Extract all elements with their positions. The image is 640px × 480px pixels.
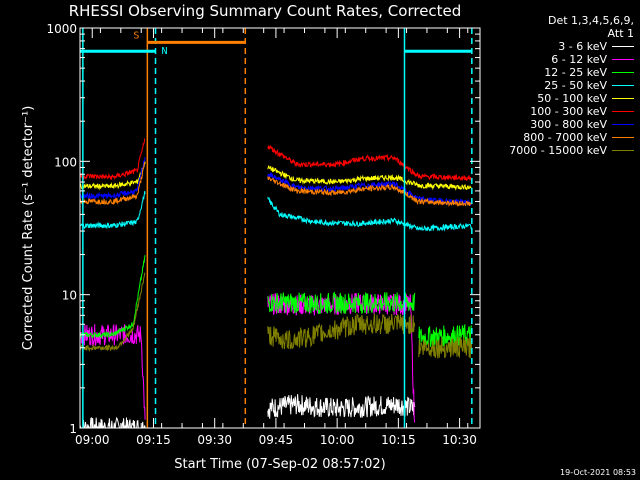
y-tick-label: 10 — [62, 289, 77, 303]
chart-title: RHESSI Observing Summary Count Rates, Co… — [69, 2, 462, 20]
annotation-layer: SN — [80, 28, 473, 428]
series-line — [267, 165, 472, 191]
legend-entry: 6 - 12 keV — [484, 53, 634, 66]
x-tick-label: 09:00 — [75, 433, 110, 447]
series-line — [79, 416, 146, 429]
series-line — [79, 161, 146, 206]
series-line — [79, 255, 146, 340]
x-tick-label: 09:30 — [197, 433, 232, 447]
legend-label: 6 - 12 keV — [551, 53, 607, 66]
series-line — [267, 394, 416, 419]
legend-entry: 12 - 25 keV — [484, 66, 634, 79]
saa-marker-label: S — [133, 30, 139, 41]
x-tick-label: 10:15 — [381, 433, 416, 447]
y-axis-label: Corrected Count Rate (s⁻¹ detector⁻¹) — [21, 106, 36, 351]
series-line — [418, 323, 473, 348]
legend-rows: 3 - 6 keV 6 - 12 keV 12 - 25 keV 25 - 50 ke… — [484, 40, 634, 157]
legend-label: 300 - 800 keV — [530, 118, 607, 131]
series-line — [267, 196, 472, 232]
generated-timestamp: 19-Oct-2021 08:53 — [560, 468, 636, 477]
series-line — [267, 144, 472, 182]
legend-label: 100 - 300 keV — [530, 105, 607, 118]
legend-entry: 7000 - 15000 keV — [484, 144, 634, 157]
series-line — [79, 191, 146, 230]
series-line — [79, 138, 146, 181]
x-tick-label: 10:00 — [320, 433, 355, 447]
legend: Det 1,3,4,5,6,9, Att 1 3 - 6 keV 6 - 12 k… — [484, 14, 634, 157]
legend-header-attenuator: Att 1 — [607, 27, 634, 40]
legend-label: 25 - 50 keV — [544, 79, 607, 92]
x-tick-label: 09:15 — [136, 433, 171, 447]
legend-swatch — [612, 124, 634, 125]
legend-label: 50 - 100 keV — [537, 92, 607, 105]
series-line — [418, 337, 473, 359]
legend-label: 800 - 7000 keV — [523, 131, 607, 144]
legend-entry: 300 - 800 keV — [484, 118, 634, 131]
series-line — [267, 176, 472, 208]
y-tick-label: 100 — [54, 155, 77, 169]
legend-entry: 800 - 7000 keV — [484, 131, 634, 144]
legend-swatch — [612, 150, 634, 151]
y-tick-label: 1 — [69, 422, 77, 436]
plot-frame — [79, 27, 481, 429]
legend-label: 7000 - 15000 keV — [509, 144, 607, 157]
x-tick-label: 09:45 — [259, 433, 294, 447]
series-line — [79, 323, 146, 420]
legend-swatch — [612, 59, 634, 60]
legend-entry: 100 - 300 keV — [484, 105, 634, 118]
legend-entry: 25 - 50 keV — [484, 79, 634, 92]
legend-swatch — [612, 72, 634, 73]
x-tick-label: 10:30 — [442, 433, 477, 447]
series-line — [267, 291, 416, 315]
legend-label: 12 - 25 keV — [544, 66, 607, 79]
legend-swatch — [612, 46, 634, 47]
legend-swatch — [612, 137, 634, 138]
y-tick-label: 1000 — [46, 22, 77, 36]
series-line — [79, 161, 146, 191]
legend-label: 3 - 6 keV — [558, 40, 607, 53]
x-axis-label: Start Time (07-Sep-02 08:57:02) — [174, 457, 385, 472]
series-line — [267, 313, 416, 350]
series-layer — [79, 138, 473, 429]
legend-swatch — [612, 98, 634, 99]
night-marker-label: N — [162, 46, 168, 57]
series-line — [79, 272, 146, 353]
legend-swatch — [612, 111, 634, 112]
legend-swatch — [612, 85, 634, 86]
legend-entry: 50 - 100 keV — [484, 92, 634, 105]
series-line — [79, 156, 146, 201]
legend-header-detectors: Det 1,3,4,5,6,9, — [547, 14, 634, 27]
axis-layer: 1 10 100 1000 09:00 09:15 09:30 09:45 10:00 10:15… — [46, 22, 480, 447]
legend-entry: 3 - 6 keV — [484, 40, 634, 53]
